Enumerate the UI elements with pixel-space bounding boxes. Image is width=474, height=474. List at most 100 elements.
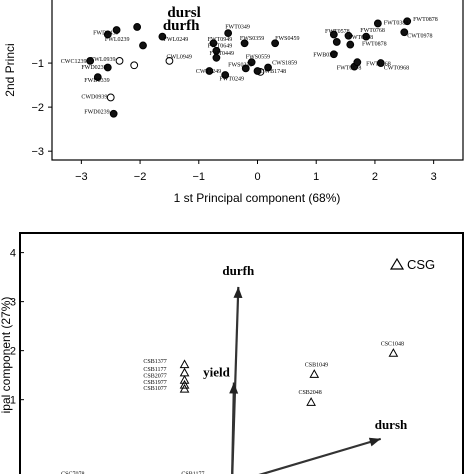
data-point [139,41,147,50]
x-tick-label: 2 [372,171,378,183]
point-label: FWD0239 [81,65,106,71]
point-label: CSB1177 [181,472,204,474]
vector-label-dursh: dursh [375,417,408,432]
data-point [165,56,174,65]
y-tick-label: −2 [31,102,44,114]
data-point [329,50,338,59]
data-point [115,56,124,65]
point-label: FWT0878 [413,17,438,23]
x-tick-label: −3 [75,171,88,183]
vector-label-yield: yield [203,365,230,380]
point-label: FWT0949 [208,37,233,43]
point-label: CSB2077 [143,374,166,380]
data-point [332,38,341,46]
y-tick-label: 4 [10,248,16,260]
y-tick-label: 2 [10,346,16,358]
x-tick-label: 1 [313,171,319,183]
y-tick-label: 3 [10,297,16,309]
point-label: FWS0259 [228,63,252,69]
point-label: FWT0578 [325,29,350,35]
vector-arrowhead-yield [229,382,239,394]
data-point-triangle [306,397,316,406]
point-label: CSC7078 [61,472,84,474]
y-tick-label: −3 [31,146,44,158]
point-label: FWS0359 [240,36,264,42]
y-axis-label-bottom: ipal component (27%) [0,297,13,414]
point-label: CWB1748 [260,69,286,75]
legend-marker [389,257,405,270]
data-point [158,32,167,41]
point-label: FWT0878 [362,41,387,47]
data-point-triangle [179,383,190,393]
point-label: CSB1177 [143,367,166,373]
point-label: FWT0268 [366,61,391,67]
vector-label-durfh: durfh [163,18,200,34]
point-label: FWB0377 [313,52,338,58]
point-label: CWL0939 [90,57,115,63]
data-point [241,64,250,73]
data-point-triangle [179,379,190,389]
x-tick-label: 3 [431,171,437,183]
data-point [103,63,112,72]
vector-label-durfh: durfh [222,263,255,278]
point-label: CSB1077 [143,386,166,392]
legend-label: CSG [407,257,435,272]
x-tick-label: −2 [134,171,147,183]
data-point [403,17,412,26]
data-point [86,56,95,65]
x-tick-label: 0 [254,171,260,183]
point-label: FWS0459 [275,36,299,42]
data-point [376,59,385,67]
data-point [373,19,382,28]
point-label: FWT0468 [349,35,374,41]
x-axis-label-top: 1 st Principal component (68%) [174,191,341,205]
y-tick-label: −1 [31,58,44,70]
data-point-triangle [388,348,399,357]
data-point [362,32,371,41]
point-label: FWT0349 [225,25,250,31]
point-label: FWT0449 [209,51,234,57]
point-label: CWD0939 [81,94,107,100]
point-label: FWT0178 [337,66,362,72]
data-point [329,30,338,39]
point-label: CWC1239 [61,59,87,65]
point-label: FWL0239 [105,37,130,43]
point-label: FWT0649 [208,44,233,50]
point-label: CSB2048 [298,390,321,396]
data-point [240,39,249,48]
loading-vector-yield [231,382,236,474]
vector-arrowhead-dursh [368,437,381,447]
loading-vector-dursh [258,437,382,474]
data-point [205,67,214,75]
data-point [247,58,256,67]
point-label: CSC1048 [381,342,404,348]
y-axis-label-top: 2nd Princi [3,43,17,96]
data-point [344,31,353,40]
data-point [103,30,112,39]
data-point [93,73,102,82]
data-point [271,39,280,48]
data-point-triangle [179,367,190,377]
point-label: FWT0768 [360,28,385,34]
point-label: CWT0978 [407,34,432,40]
data-point [221,71,230,79]
data-point-triangle [309,369,320,378]
data-point [112,26,121,34]
data-point [224,29,233,38]
data-point [133,23,142,31]
data-point [400,28,409,37]
data-point [353,58,362,67]
data-point [106,93,115,102]
point-label: FWS0559 [246,55,270,61]
data-point [212,53,221,62]
data-point [109,109,118,118]
point-label: FWT0388 [384,20,409,26]
point-label: CWT0968 [384,66,409,72]
point-label: FWD0439 [93,30,118,36]
legend: CSG [389,257,435,272]
point-label: CWL0949 [166,55,191,61]
x-tick-label: −1 [193,171,206,183]
data-point-triangle [179,375,190,384]
